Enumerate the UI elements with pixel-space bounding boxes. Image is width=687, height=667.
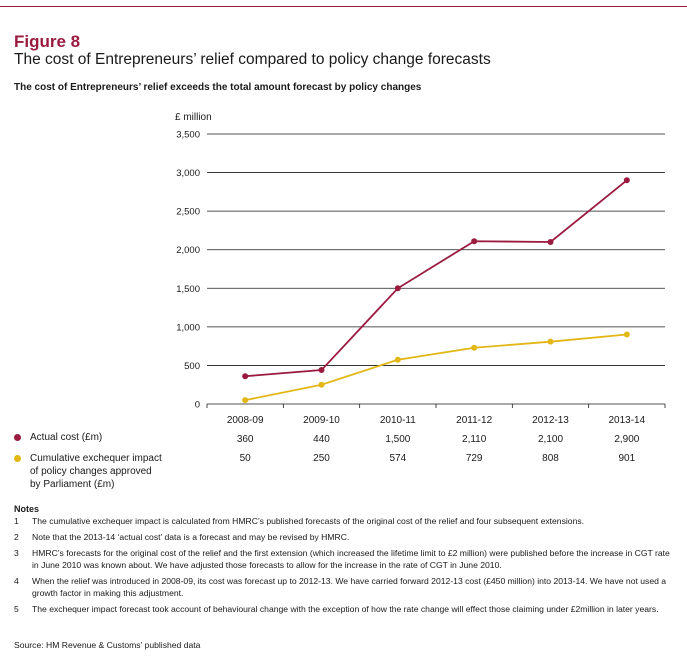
data-label-forecast: 808: [542, 453, 559, 464]
data-point-forecast: [547, 338, 554, 345]
note-number: 2: [14, 532, 19, 542]
data-point-forecast: [242, 397, 249, 404]
figure-top-rule: [0, 6, 687, 7]
legend-label-actual: Actual cost (£m): [30, 432, 103, 443]
legend-label-forecast: Cumulative exchequer impact of policy ch…: [30, 452, 190, 491]
note-text: The exchequer impact forecast took accou…: [32, 604, 659, 614]
y-tick-label: 1,500: [176, 284, 200, 295]
x-tick-label: 2012-13: [532, 415, 569, 426]
note-number: 3: [14, 548, 19, 558]
y-tick-label: 1,000: [176, 322, 200, 333]
legend-label-forecast-line1: Cumulative exchequer impact: [30, 453, 162, 464]
x-tick-label: 2008-09: [227, 415, 264, 426]
data-label-forecast: 901: [618, 453, 635, 464]
data-label-actual: 440: [313, 434, 330, 445]
source-note: Source: HM Revenue & Customs’ published …: [14, 640, 201, 650]
note-text: When the relief was introduced in 2008-0…: [32, 576, 667, 598]
data-label-actual: 1,500: [385, 434, 410, 445]
data-label-forecast: 574: [389, 453, 406, 464]
note-text: The cumulative exchequer impact is calcu…: [32, 516, 585, 526]
data-point-actual: [242, 373, 249, 380]
x-tick-label: 2013-14: [608, 415, 645, 426]
y-tick-label: 3,000: [176, 168, 200, 179]
y-tick-label: 0: [195, 400, 200, 411]
note-text: Note that the 2013-14 ‘actual cost’ data…: [32, 532, 350, 542]
x-tick-label: 2009-10: [303, 415, 340, 426]
note-number: 4: [14, 576, 19, 586]
data-label-forecast: 729: [466, 453, 483, 464]
y-tick-label: 2,500: [176, 207, 200, 218]
data-label-actual: 2,900: [614, 434, 639, 445]
data-label-actual: 2,100: [538, 434, 563, 445]
note-number: 5: [14, 604, 19, 614]
figure-title: The cost of Entrepreneurs’ relief compar…: [14, 51, 491, 68]
legend-marker-actual: [14, 434, 21, 441]
notes-title: Notes: [14, 504, 40, 514]
data-point-forecast: [471, 344, 478, 351]
data-label-forecast: 50: [240, 453, 252, 464]
line-chart: £ million 0 500 1,000 1,500 2,000 2,500 3,000 3…: [175, 112, 666, 464]
figure-label: Figure 8: [14, 32, 81, 51]
x-tick-label: 2010-11: [380, 415, 416, 426]
note-text: HMRC’s forecasts for the original cost o…: [32, 548, 670, 570]
y-tick-label: 500: [184, 361, 200, 372]
data-point-actual: [394, 285, 401, 292]
y-tick-label: 2,000: [176, 245, 200, 256]
legend-label-forecast-line3: by Parliament (£m): [30, 479, 115, 490]
series-line-actual: [245, 179, 628, 378]
legend-marker-forecast: [14, 455, 21, 462]
data-point-actual: [623, 177, 630, 184]
x-tick-label: 2011-12: [456, 415, 492, 426]
data-point-forecast: [394, 356, 401, 363]
data-point-forecast: [318, 381, 325, 388]
data-label-actual: 2,110: [462, 434, 487, 445]
data-point-actual: [471, 238, 478, 245]
data-point-actual: [318, 367, 325, 374]
y-axis-label: £ million: [175, 112, 212, 123]
data-point-actual: [547, 239, 554, 245]
legend-label-forecast-line2: of policy changes approved: [30, 466, 152, 477]
data-label-forecast: 250: [313, 453, 330, 464]
data-point-forecast: [623, 331, 630, 338]
data-label-actual: 360: [237, 434, 254, 445]
series-line-forecast: [244, 333, 627, 402]
note-number: 1: [14, 516, 19, 526]
y-tick-label: 3,500: [176, 130, 200, 141]
figure-subtitle: The cost of Entrepreneurs’ relief exceed…: [14, 82, 422, 93]
